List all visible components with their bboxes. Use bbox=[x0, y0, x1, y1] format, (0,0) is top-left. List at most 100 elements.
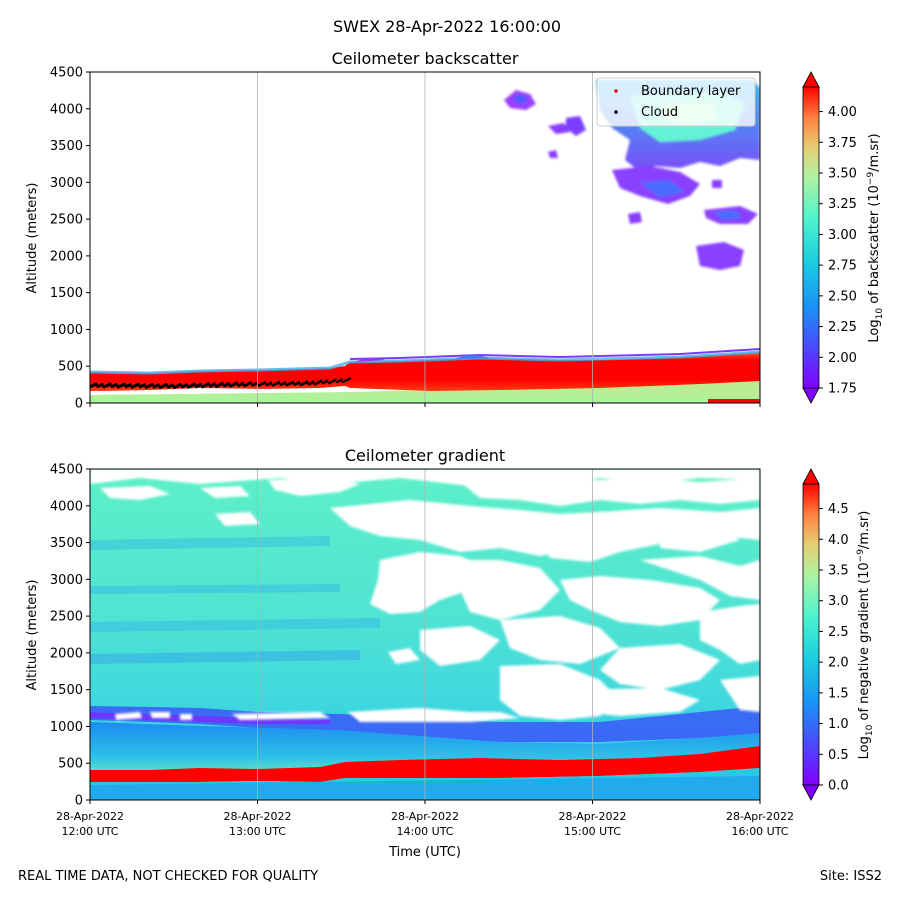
boundary-layer-marker bbox=[332, 377, 335, 380]
boundary-layer-marker bbox=[259, 380, 262, 384]
boundary-layer-marker bbox=[257, 381, 260, 385]
boundary-layer-marker bbox=[299, 381, 303, 384]
boundary-layer-marker bbox=[102, 381, 106, 384]
boundary-layer-marker bbox=[303, 379, 307, 382]
cloud-marker bbox=[150, 382, 155, 387]
boundary-layer-marker bbox=[177, 380, 180, 384]
boundary-layer-marker bbox=[291, 378, 295, 381]
boundary-layer-marker bbox=[149, 380, 152, 383]
boundary-layer-marker bbox=[271, 381, 275, 384]
y-tick-label: 3000 bbox=[50, 573, 83, 588]
backscatter-y-ticks: 0 500 1000 1500 2000 2500 3000 3500 4000 4500 bbox=[50, 66, 90, 412]
boundary-layer-marker bbox=[165, 379, 168, 383]
cloud-marker bbox=[220, 381, 225, 386]
cloud-marker bbox=[108, 382, 112, 386]
boundary-layer-marker bbox=[187, 382, 190, 385]
boundary-layer-marker bbox=[334, 376, 337, 379]
y-tick-label: 3500 bbox=[50, 139, 83, 154]
boundary-layer-marker bbox=[183, 381, 186, 384]
cloud-marker bbox=[142, 383, 146, 387]
boundary-layer-marker bbox=[289, 379, 293, 382]
boundary-layer-marker bbox=[330, 378, 333, 381]
y-tick-label: 1500 bbox=[50, 286, 83, 301]
boundary-layer-marker bbox=[225, 380, 228, 384]
boundary-layer-marker bbox=[320, 377, 323, 380]
boundary-layer-marker bbox=[261, 380, 264, 383]
cloud-marker bbox=[94, 382, 98, 386]
cloud-marker bbox=[212, 382, 217, 386]
boundary-layer-marker bbox=[145, 382, 148, 385]
x-tick-time: 12:00 UTC bbox=[61, 825, 118, 838]
boundary-layer-marker bbox=[241, 379, 244, 383]
boundary-layer-marker bbox=[96, 380, 100, 384]
cloud-marker bbox=[283, 380, 287, 385]
boundary-layer-marker bbox=[113, 380, 116, 383]
boundary-layer-marker bbox=[237, 381, 240, 384]
cloud-marker bbox=[263, 380, 267, 385]
boundary-layer-marker bbox=[251, 381, 254, 384]
colorbar-tick-label: 2.25 bbox=[828, 320, 857, 335]
cloud-marker bbox=[100, 382, 104, 387]
x-tick-date: 28-Apr-2022 bbox=[223, 810, 291, 823]
boundary-layer-marker bbox=[211, 380, 214, 384]
x-tick-date: 28-Apr-2022 bbox=[558, 810, 626, 823]
colorbar-tick-label: 2.75 bbox=[828, 259, 857, 274]
y-tick-label: 0 bbox=[75, 794, 83, 809]
boundary-layer-marker bbox=[249, 379, 252, 382]
boundary-layer-marker bbox=[287, 380, 291, 383]
boundary-layer-marker bbox=[163, 380, 166, 383]
x-tick-time: 16:00 UTC bbox=[731, 825, 788, 838]
y-tick-label: 1500 bbox=[50, 683, 83, 698]
cloud-marker bbox=[170, 383, 175, 387]
boundary-layer-marker bbox=[199, 380, 202, 383]
boundary-layer-marker bbox=[235, 379, 238, 382]
boundary-layer-marker bbox=[90, 380, 94, 383]
gradient-x-label: Time (UTC) bbox=[388, 845, 461, 860]
boundary-layer-marker bbox=[139, 381, 142, 384]
backscatter-colorbar-label: Log10 of backscatter (10−9/m.sr) bbox=[866, 133, 885, 342]
figure-title: SWEX 28-Apr-2022 16:00:00 bbox=[333, 17, 561, 36]
boundary-layer-marker bbox=[316, 379, 319, 382]
boundary-layer-marker bbox=[314, 380, 317, 383]
boundary-layer-marker bbox=[283, 379, 287, 382]
boundary-layer-marker bbox=[312, 378, 315, 381]
boundary-layer-marker bbox=[307, 380, 311, 383]
legend-marker-boundary-layer bbox=[614, 89, 618, 93]
y-tick-label: 4000 bbox=[50, 102, 83, 117]
boundary-layer-markers bbox=[90, 375, 351, 385]
boundary-layer-marker bbox=[205, 380, 208, 383]
boundary-layer-marker bbox=[147, 381, 150, 384]
y-tick-label: 4500 bbox=[50, 463, 83, 478]
cloud-marker bbox=[226, 382, 231, 386]
boundary-layer-marker bbox=[159, 382, 162, 385]
legend-cloud-label: Cloud bbox=[641, 105, 678, 120]
boundary-layer-marker bbox=[277, 378, 281, 382]
y-tick-label: 2000 bbox=[50, 249, 83, 264]
boundary-layer-marker bbox=[245, 381, 248, 384]
boundary-layer-marker bbox=[348, 375, 351, 378]
y-tick-label: 2000 bbox=[50, 646, 83, 661]
y-tick-label: 1000 bbox=[50, 720, 83, 735]
boundary-layer-marker bbox=[269, 379, 272, 382]
boundary-layer-marker bbox=[267, 380, 270, 383]
boundary-layer-marker bbox=[195, 381, 198, 385]
x-tick-date: 28-Apr-2022 bbox=[726, 810, 794, 823]
boundary-layer-marker bbox=[336, 378, 339, 381]
boundary-layer-marker bbox=[305, 378, 309, 381]
boundary-layer-marker bbox=[324, 378, 327, 381]
x-tick-time: 15:00 UTC bbox=[564, 825, 621, 838]
boundary-layer-marker bbox=[203, 381, 206, 384]
boundary-layer-marker bbox=[221, 379, 224, 382]
boundary-layer-marker bbox=[106, 379, 110, 382]
y-tick-label: 1000 bbox=[50, 323, 83, 338]
boundary-layer-marker bbox=[151, 379, 154, 382]
cloud-marker bbox=[128, 383, 132, 387]
cloud-base-markers bbox=[90, 376, 351, 390]
backscatter-panel: Ceilometer backscatter bbox=[25, 49, 885, 412]
colorbar-tick-label: 4.0 bbox=[828, 533, 849, 548]
boundary-layer-marker bbox=[285, 381, 289, 384]
boundary-layer-marker bbox=[137, 379, 140, 382]
boundary-layer-marker bbox=[293, 380, 297, 384]
colorbar-tick-label: 2.5 bbox=[828, 625, 849, 640]
boundary-layer-marker bbox=[157, 380, 160, 383]
